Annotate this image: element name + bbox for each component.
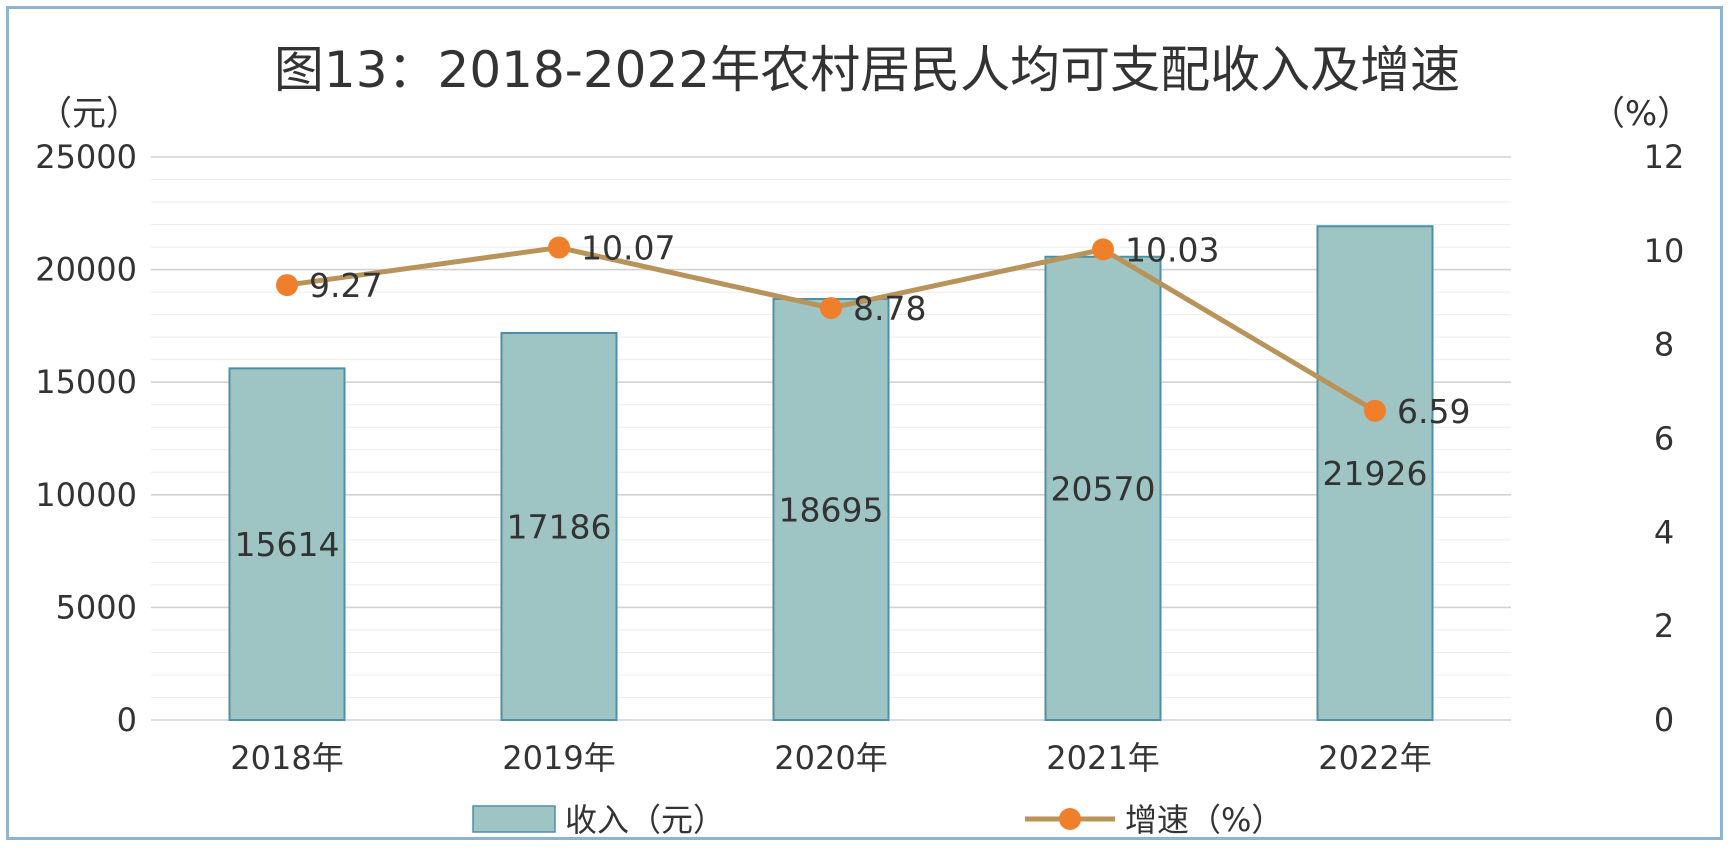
bar-value-label: 18695 [779, 490, 884, 529]
left-tick-label: 0 [117, 701, 137, 739]
left-tick-label: 10000 [35, 476, 137, 514]
growth-value-label: 10.03 [1125, 230, 1219, 269]
bar-series [228, 225, 1434, 722]
legend: 收入（元） 增速（%） [472, 801, 1283, 839]
left-tick-label: 5000 [56, 588, 137, 626]
right-axis-ticks: 0 2 4 6 8 10 12 [1644, 138, 1685, 739]
legend-label-growth: 增速（%） [1125, 801, 1283, 839]
growth-point [820, 297, 842, 320]
growth-value-label: 6.59 [1397, 392, 1470, 431]
category-label: 2019年 [502, 739, 615, 777]
legend-label-income: 收入（元） [565, 801, 725, 839]
category-label: 2021年 [1046, 739, 1159, 777]
growth-point [548, 236, 570, 259]
bar-labels: 15614 17186 18695 20570 21926 [235, 454, 1428, 564]
bar-value-label: 20570 [1051, 469, 1156, 508]
bar [772, 297, 890, 721]
growth-point [276, 274, 298, 297]
left-axis-unit: （元） [38, 94, 140, 134]
growth-value-label: 9.27 [309, 266, 382, 305]
bar-value-label: 21926 [1323, 454, 1428, 493]
chart-title: 图13：2018-2022年农村居民人均可支配收入及增速 [274, 41, 1460, 99]
bar-value-label: 15614 [235, 525, 340, 564]
bar [500, 331, 618, 721]
bar [1316, 225, 1434, 722]
growth-value-label: 8.78 [853, 289, 926, 328]
category-labels: 2018年 2019年 2020年 2021年 2022年 [230, 739, 1431, 777]
bar [228, 367, 346, 721]
growth-value-label: 10.07 [581, 229, 675, 268]
left-axis-ticks: 0 5000 10000 15000 20000 25000 [35, 138, 137, 739]
right-axis-unit: （%） [1591, 94, 1691, 134]
growth-point [1092, 238, 1114, 261]
right-tick-label: 12 [1644, 138, 1685, 176]
line-series [276, 236, 1386, 422]
right-tick-label: 0 [1654, 701, 1674, 739]
category-label: 2018年 [230, 739, 343, 777]
left-tick-label: 15000 [35, 363, 137, 401]
right-tick-label: 4 [1654, 513, 1674, 551]
right-tick-label: 2 [1654, 607, 1674, 645]
bar [1044, 255, 1162, 721]
chart-frame: 图13：2018-2022年农村居民人均可支配收入及增速 （元） （%） 0 50… [6, 6, 1723, 840]
legend-marker-growth [1059, 808, 1081, 830]
right-tick-label: 8 [1654, 326, 1674, 364]
line-labels: 9.27 10.07 8.78 10.03 6.59 [309, 229, 1470, 431]
right-tick-label: 6 [1654, 420, 1674, 458]
category-label: 2022年 [1318, 739, 1431, 777]
legend-swatch-income [472, 805, 556, 833]
right-tick-label: 10 [1644, 232, 1685, 270]
left-tick-label: 20000 [35, 251, 137, 289]
left-tick-label: 25000 [35, 138, 137, 176]
growth-point [1364, 399, 1386, 422]
bar-value-label: 17186 [507, 507, 612, 546]
category-label: 2020年 [774, 739, 887, 777]
chart-svg: 图13：2018-2022年农村居民人均可支配收入及增速 （元） （%） 0 50… [35, 41, 1691, 839]
